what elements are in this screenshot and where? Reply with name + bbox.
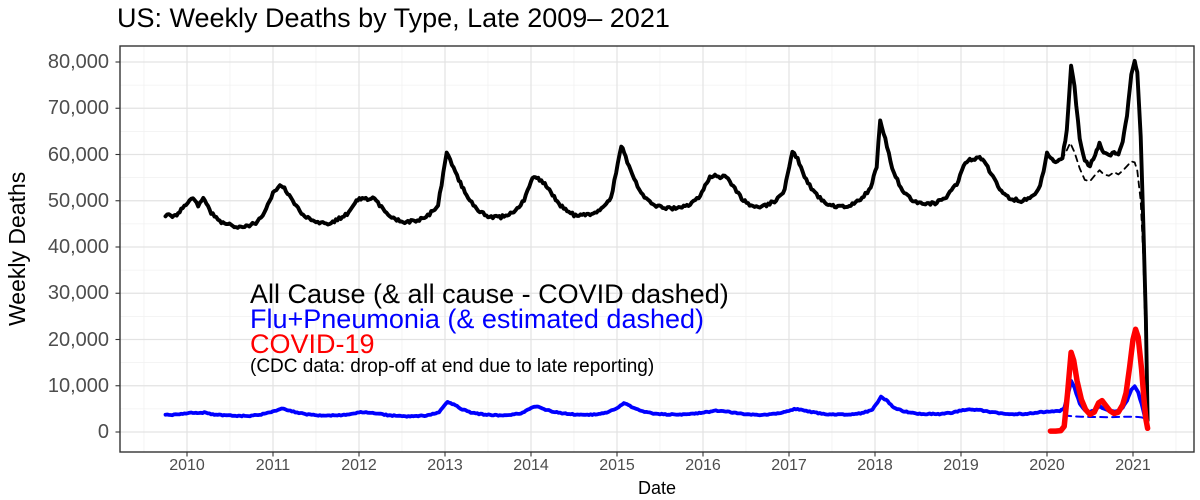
y-tick-label: 70,000 bbox=[47, 97, 109, 120]
x-tick-label: 2020 bbox=[1029, 457, 1065, 474]
series-all-cause-minus-covid-dashed bbox=[1060, 142, 1149, 425]
x-tick-label: 2014 bbox=[513, 457, 549, 474]
x-tick-label: 2013 bbox=[427, 457, 463, 474]
legend-covid-19: COVID-19 bbox=[250, 329, 375, 359]
series-all-cause bbox=[163, 58, 1150, 423]
y-tick-label: 0 bbox=[97, 421, 109, 443]
x-tick-label: 2012 bbox=[341, 457, 377, 474]
series-lines bbox=[163, 58, 1151, 434]
series-covid-19 bbox=[1047, 326, 1151, 434]
series-flu-pneumonia-estimated-dashed bbox=[1063, 414, 1149, 421]
x-tick-label: 2019 bbox=[943, 457, 979, 474]
y-tick-label: 80,000 bbox=[47, 51, 109, 73]
axis-ticks bbox=[115, 61, 1134, 457]
x-tick-label: 2018 bbox=[857, 457, 893, 474]
chart-title: US: Weekly Deaths by Type, Late 2009– 20… bbox=[117, 3, 670, 33]
gridlines bbox=[120, 46, 1194, 452]
legend-cdc-note: (CDC data: drop-off at end due to late r… bbox=[250, 356, 655, 377]
y-tick-label: 30,000 bbox=[47, 282, 109, 305]
x-tick-label: 2011 bbox=[255, 457, 291, 474]
x-tick-label: 2016 bbox=[685, 457, 721, 474]
x-tick-label: 2021 bbox=[1115, 457, 1151, 474]
y-tick-label: 50,000 bbox=[47, 189, 109, 212]
x-tick-label: 2010 bbox=[169, 457, 205, 474]
y-tick-label: 10,000 bbox=[47, 374, 109, 397]
x-tick-label: 2015 bbox=[599, 457, 635, 474]
x-axis-title: Date bbox=[637, 478, 677, 498]
x-tick-label: 2017 bbox=[771, 457, 807, 474]
y-tick-label: 60,000 bbox=[47, 143, 109, 166]
y-tick-label: 20,000 bbox=[47, 328, 109, 351]
legend-flu-pneumonia: Flu+Pneumonia (& estimated dashed) bbox=[250, 304, 705, 334]
panel-border bbox=[119, 45, 1195, 453]
y-tick-label: 40,000 bbox=[47, 236, 109, 258]
series-flu-pneumonia bbox=[163, 378, 1150, 429]
legend-all-cause: All Cause (& all cause - COVID dashed) bbox=[250, 279, 729, 309]
